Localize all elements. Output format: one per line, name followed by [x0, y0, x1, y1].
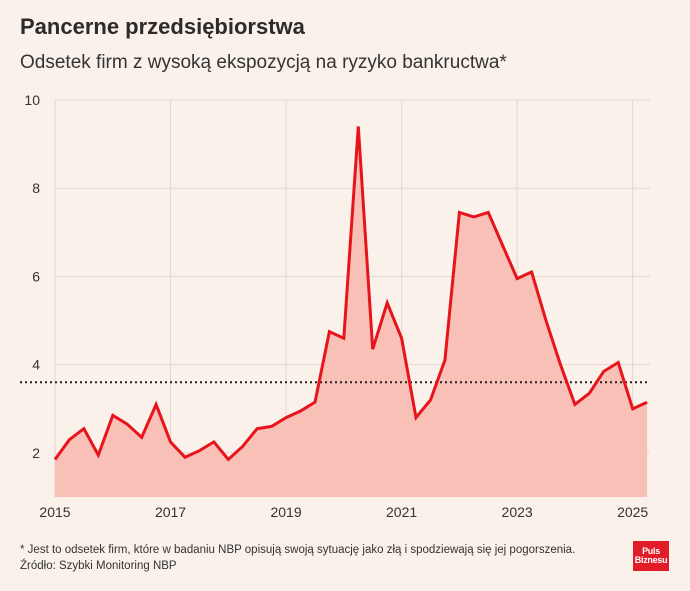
y-axis-ticks: 2 4 6 8 10 [24, 92, 40, 461]
y-tick-label: 4 [32, 357, 40, 373]
chart-title: Pancerne przedsiębiorstwa [20, 14, 305, 39]
y-tick-label: 8 [32, 180, 40, 196]
y-tick-label: 10 [24, 92, 40, 108]
footnote: * Jest to odsetek firm, które w badaniu … [20, 544, 576, 572]
x-tick-label: 2021 [386, 504, 417, 520]
y-tick-label: 2 [32, 445, 40, 461]
x-tick-label: 2023 [502, 504, 533, 520]
x-tick-label: 2025 [617, 504, 648, 520]
x-axis-ticks: 2015 2017 2019 2021 2023 2025 [39, 504, 648, 520]
series-line-layer [53, 126, 648, 462]
x-tick-label: 2015 [39, 504, 70, 520]
series-line [53, 126, 648, 462]
logo-line-2: Biznesu [634, 555, 668, 565]
plot-area [55, 126, 648, 497]
series-area [55, 126, 648, 497]
y-tick-label: 6 [32, 268, 40, 284]
logo-line-1: Puls [642, 546, 660, 556]
x-tick-label: 2017 [155, 504, 186, 520]
chart-subtitle: Odsetek firm z wysoką ekspozycją na ryzy… [20, 52, 507, 73]
puls-biznesu-logo: Puls Biznesu [633, 541, 669, 571]
x-tick-label: 2019 [270, 504, 301, 520]
